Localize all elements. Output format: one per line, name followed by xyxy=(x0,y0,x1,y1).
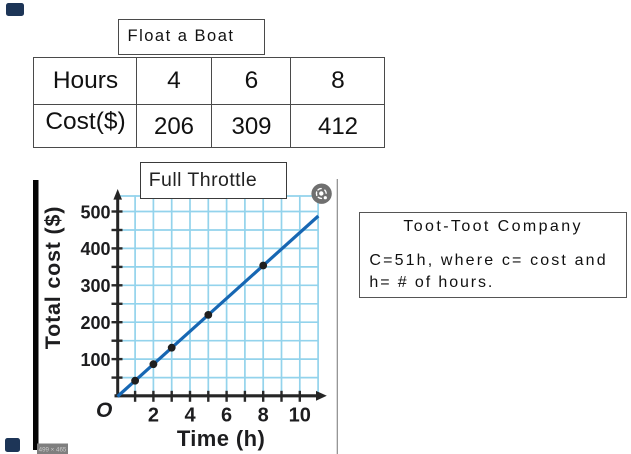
svg-text:O: O xyxy=(96,399,112,422)
svg-text:4: 4 xyxy=(184,405,196,427)
svg-text:400: 400 xyxy=(80,239,110,259)
svg-text:300: 300 xyxy=(80,276,110,296)
svg-text:100: 100 xyxy=(80,350,110,370)
svg-text:6: 6 xyxy=(221,405,232,427)
svg-text:Total cost ($): Total cost ($) xyxy=(41,206,65,349)
svg-text:500: 500 xyxy=(80,202,110,222)
svg-text:2: 2 xyxy=(148,405,159,427)
svg-text:Time (h): Time (h) xyxy=(177,426,265,451)
svg-text:8: 8 xyxy=(258,405,269,427)
svg-text:499 × 465: 499 × 465 xyxy=(39,447,67,454)
svg-text:10: 10 xyxy=(289,405,311,427)
svg-text:200: 200 xyxy=(80,313,110,333)
